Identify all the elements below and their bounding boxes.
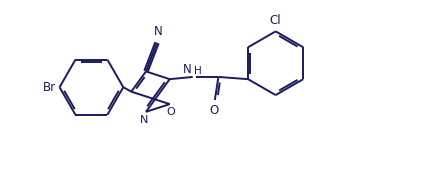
Text: O: O <box>166 107 175 117</box>
Text: N: N <box>154 25 162 38</box>
Text: N: N <box>140 115 148 125</box>
Text: O: O <box>209 104 218 117</box>
Text: N: N <box>183 63 192 76</box>
Text: Cl: Cl <box>270 14 281 27</box>
Text: Br: Br <box>43 81 56 94</box>
Text: H: H <box>194 66 201 76</box>
